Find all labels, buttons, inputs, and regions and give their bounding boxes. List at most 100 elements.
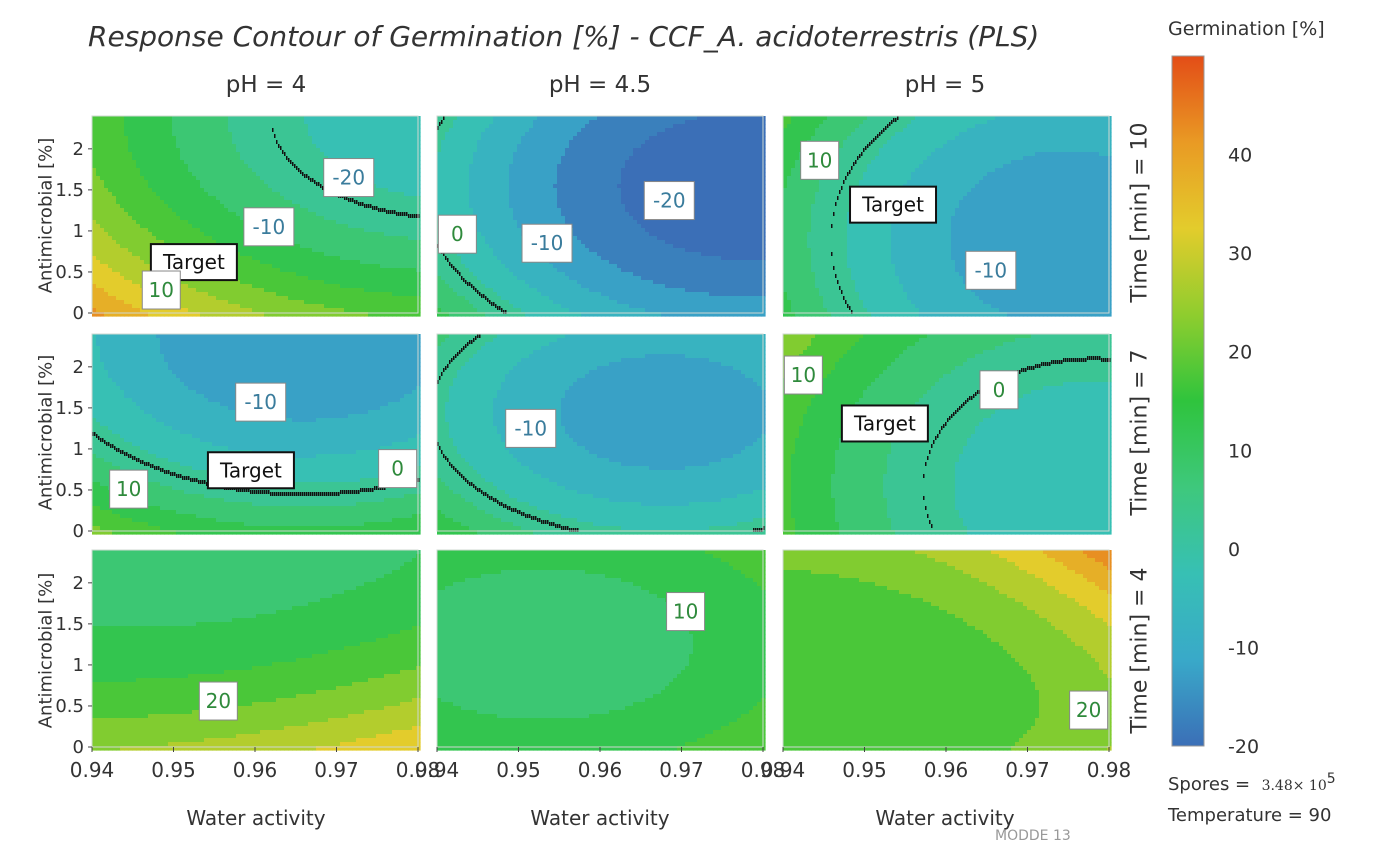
target-contour-line [831, 116, 899, 314]
spores-exponent: 5 [1327, 771, 1336, 787]
x-tick-label: 0.98 [396, 758, 441, 782]
x-tick-label: 0.96 [924, 758, 969, 782]
y-tick-label: 1 [73, 221, 84, 242]
contour-value-label: -10 [244, 390, 277, 414]
contour-label-box [437, 214, 477, 254]
contour-value-label: 10 [791, 363, 816, 387]
spores-label: Spores = [1168, 774, 1250, 795]
column-label-ph-4-5: pH = 4.5 [549, 72, 651, 98]
x-tick-label: 0.97 [1005, 758, 1050, 782]
contour-panel-r1-c1: -20 -10 Target 10 [91, 115, 421, 317]
target-label: Target [162, 250, 225, 274]
y-tick-label: 1.5 [55, 398, 84, 419]
row-label-time-4: Time [min] = 4 [1128, 551, 1153, 751]
contour-label-box [378, 449, 418, 489]
x-tick-label: 0.98 [1087, 758, 1132, 782]
contour-label-box [109, 469, 149, 509]
contour-value-label: -10 [974, 258, 1007, 282]
target-label: Target [219, 458, 282, 482]
contour-label-box [840, 404, 929, 443]
contour-label-box [643, 181, 695, 221]
panel-frame [436, 333, 764, 532]
contour-value-label: -10 [514, 416, 547, 440]
colorbar: -20 -10 0 10 20 30 40 [1171, 55, 1259, 758]
panel-frame [782, 115, 1110, 314]
x-tick-label: 0.95 [496, 758, 541, 782]
y-tick-label: 0 [73, 303, 84, 324]
contour-label-box [666, 592, 706, 632]
x-tick-label: 0.98 [741, 758, 786, 782]
x-tick-label: 0.94 [415, 758, 460, 782]
row-label-time-10: Time [min] = 10 [1128, 113, 1153, 313]
x-tick-label: 0.94 [761, 758, 806, 782]
contour-panel-r2-c2: -10 [436, 333, 766, 535]
x-tick-label: 0.96 [233, 758, 278, 782]
x-tick-label: 0.97 [314, 758, 359, 782]
x-axis-label-col-1: Water activity [186, 806, 325, 830]
contour-value-label: 10 [116, 477, 141, 501]
x-tick-label: 0.95 [842, 758, 887, 782]
contour-label-box [323, 158, 375, 198]
contour-value-label: -10 [531, 231, 564, 255]
x-tick-label: 0.95 [151, 758, 196, 782]
y-tick-label: 0 [73, 737, 84, 758]
y-axis-label-row-3: Antimicrobial [%] [36, 571, 57, 731]
y-tick-label: 2 [73, 139, 84, 160]
column-label-ph-5: pH = 5 [905, 72, 985, 98]
colorbar-tick-label: 20 [1228, 342, 1252, 364]
contour-label-box [206, 451, 295, 490]
contour-label-box [235, 382, 287, 422]
target-label: Target [861, 193, 924, 217]
contour-label-box [141, 270, 181, 310]
contour-panel-r2-c3: 10 Target 0 [782, 333, 1112, 535]
contour-panel-r1-c3: 10 Target -10 [782, 115, 1112, 317]
target-contour-line [437, 116, 507, 314]
contour-label-box [505, 408, 557, 448]
y-tick-label: 1 [73, 439, 84, 460]
panel-frame [782, 333, 1110, 532]
contour-panel-r3-c1: 20 [91, 549, 421, 751]
x-axis-label-col-3: Water activity [875, 806, 1014, 830]
panel-frame [91, 115, 419, 314]
colorbar-tick-label: 10 [1228, 440, 1252, 462]
panel-frame [91, 333, 419, 532]
target-contour-line [437, 334, 765, 532]
colorbar-tick-label: -10 [1228, 637, 1259, 659]
contour-label-box [965, 250, 1017, 290]
contour-label-box [1069, 690, 1109, 730]
contour-label-box [800, 140, 840, 180]
contour-label-box [521, 223, 573, 263]
colorbar-scale [1171, 55, 1205, 747]
x-axis-label-col-2: Water activity [530, 806, 669, 830]
spores-value: 3.48× 10 [1262, 778, 1327, 794]
target-label: Target [853, 411, 916, 435]
row-label-time-7: Time [min] = 7 [1128, 333, 1153, 533]
column-label-ph-4: pH = 4 [226, 72, 306, 98]
chart-title: Response Contour of Germination [%] - CC… [88, 20, 1039, 53]
spores-annotation: Spores = 3.48× 105 [1168, 771, 1336, 795]
y-tick-label: 1.5 [55, 180, 84, 201]
y-axis-label-row-1: Antimicrobial [%] [36, 136, 57, 296]
colorbar-title: Germination [%] [1168, 18, 1325, 40]
contour-panel-r3-c2: 10 [436, 549, 766, 751]
y-tick-label: 0.5 [55, 696, 84, 717]
contour-value-label: 10 [807, 148, 832, 172]
contour-grid: -20 -10 Target 10 -20 -10 0 10 Target -10 -10 Targe… [91, 115, 1112, 751]
colorbar-tick-label: 0 [1228, 539, 1240, 561]
contour-label-box [783, 355, 823, 395]
x-tick-label: 0.96 [578, 758, 623, 782]
x-tick-label: 0.97 [659, 758, 704, 782]
panel-frame [436, 115, 764, 314]
contour-value-label: 10 [673, 600, 698, 624]
contour-label-box [243, 207, 295, 247]
contour-value-label: 0 [993, 378, 1006, 402]
contour-panel-r1-c2: -20 -10 0 [436, 115, 766, 317]
y-tick-label: 0.5 [55, 480, 84, 501]
y-tick-label: 2 [73, 357, 84, 378]
colorbar-tick-label: -20 [1228, 736, 1259, 758]
y-axis-label-row-2: Antimicrobial [%] [36, 353, 57, 513]
x-tick-label: 0.94 [70, 758, 115, 782]
contour-value-label: 0 [391, 457, 404, 481]
contour-panel-r2-c1: -10 Target 10 0 [91, 333, 421, 535]
